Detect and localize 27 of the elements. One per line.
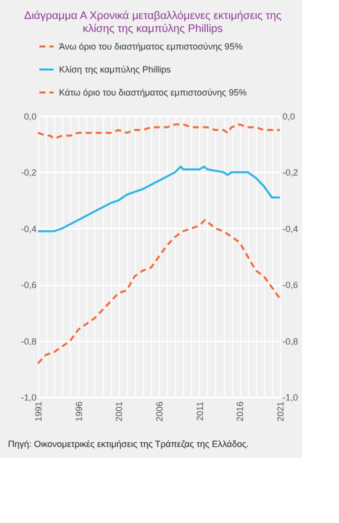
y-tick-label: -0,2: [20, 168, 36, 178]
y2-tick-label: -0,2: [282, 168, 298, 178]
y2-tick-label: -0,4: [282, 224, 298, 234]
y-tick-label: -0,8: [20, 336, 36, 346]
y2-tick-label: 0,0: [282, 112, 296, 122]
x-tick-label: 1991: [34, 402, 44, 422]
x-tick-label: 1996: [74, 402, 84, 422]
x-tick-label: 2011: [194, 402, 205, 421]
chart-title: Διάγραμμα Α Χρονικά μεταβαλλόμενες εκτιμήσεις της κλίσης της καμπύλης Phillips: [24, 10, 282, 35]
y2-tick-label: -1,0: [282, 392, 298, 402]
line-series: [37, 166, 281, 232]
x-tick-label: 2021: [276, 402, 286, 422]
x-tick-label: 2016: [235, 402, 246, 422]
line-series: [37, 123, 281, 140]
legend-label: Κάτω όριο του διαστήματος εμπιστοσύνης 95%: [59, 88, 247, 98]
x-tick-label: 2006: [154, 402, 164, 422]
legend-label: Άνω όριο του διαστήματος εμπιστοσύνης 95%: [59, 42, 243, 52]
y2-tick-label: -0,8: [282, 336, 298, 346]
y-tick-label: -1,0: [20, 392, 36, 402]
text: Πηγή: Οικονομετρικές εκτιμήσεις της Τράπεζας της Ελλάδος.: [8, 439, 249, 449]
y2-tick-label: -0,6: [282, 280, 298, 290]
y-tick-label: -0,6: [20, 280, 36, 290]
y-tick-label: 0,0: [24, 112, 36, 122]
x-tick-label: 2001: [114, 402, 124, 422]
line-series: [37, 218, 281, 364]
legend-label: Κλίση της καμπύλης Phillips: [59, 64, 172, 74]
y-tick-label: -0,4: [20, 224, 36, 234]
